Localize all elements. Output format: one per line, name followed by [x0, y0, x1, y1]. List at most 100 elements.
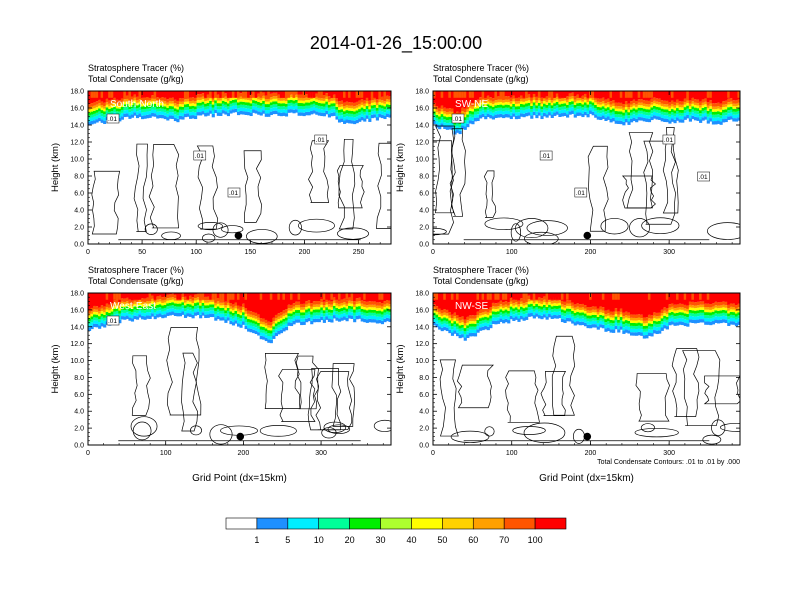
tracer-band — [566, 300, 570, 304]
tracer-band — [191, 311, 195, 315]
tracer-band — [141, 298, 145, 302]
tracer-band — [365, 115, 369, 119]
tracer-band — [481, 317, 485, 321]
tracer-band — [665, 308, 669, 312]
tracer-band — [709, 114, 713, 119]
tracer-band — [123, 104, 127, 108]
tracer-band — [234, 308, 238, 311]
tracer-band — [438, 293, 442, 309]
tracer-streak — [103, 91, 107, 98]
tracer-band — [108, 307, 112, 311]
tracer-band — [373, 96, 377, 100]
tracer-band — [322, 103, 326, 107]
tracer-band — [259, 329, 263, 333]
tracer-band — [596, 112, 600, 117]
tracer-band — [601, 315, 606, 319]
tracer-band — [168, 115, 172, 119]
tracer-band — [701, 293, 705, 302]
tracer-band — [435, 114, 439, 118]
tracer-band — [320, 109, 324, 113]
tracer-band — [378, 302, 382, 306]
tracer-band — [491, 317, 495, 321]
tracer-band — [350, 306, 354, 310]
tracer-band — [88, 315, 92, 319]
tracer-band — [729, 321, 733, 325]
tracer-band — [737, 321, 740, 325]
tracer-band — [337, 104, 342, 108]
tracer-band — [614, 322, 618, 326]
tracer-band — [123, 113, 127, 118]
colorbar-label: 50 — [437, 535, 447, 545]
tracer-band — [606, 293, 611, 310]
condensate-contour-low — [629, 218, 651, 238]
tracer-band — [214, 302, 218, 306]
tracer-band — [383, 112, 387, 116]
tracer-band — [507, 320, 511, 324]
tracer-band — [115, 310, 119, 314]
tracer-band — [118, 308, 122, 311]
tracer-band — [130, 308, 135, 312]
tracer-band — [166, 113, 170, 118]
tracer-band — [737, 117, 740, 121]
panel-title-tracer: Stratosphere Tracer (%) — [433, 63, 529, 73]
tracer-band — [93, 314, 97, 318]
tracer-band — [95, 293, 99, 307]
tracer-band — [532, 97, 536, 100]
tracer-band — [305, 94, 309, 98]
tracer-band — [282, 109, 286, 113]
tracer-band — [277, 103, 281, 107]
tracer-band — [509, 103, 513, 107]
tracer-band — [591, 312, 595, 315]
tracer-band — [128, 115, 132, 119]
tracer-band — [199, 112, 203, 116]
tracer-band — [375, 107, 379, 111]
tracer-streak — [619, 91, 623, 98]
tracer-band — [566, 317, 570, 322]
tracer-band — [540, 309, 544, 313]
tracer-band — [732, 100, 736, 104]
tracer-band — [676, 318, 680, 323]
tracer-band — [583, 111, 588, 116]
tracer-band — [589, 318, 593, 322]
tracer-band — [576, 91, 580, 95]
tracer-band — [550, 114, 554, 118]
condensate-contour-low — [373, 419, 391, 432]
tracer-band — [445, 91, 449, 109]
tracer-band — [504, 99, 508, 103]
tracer-band — [272, 104, 276, 108]
x-tick-label: 200 — [585, 450, 597, 457]
tracer-band — [315, 107, 319, 112]
tracer-band — [606, 107, 611, 111]
tracer-band — [290, 99, 294, 103]
tracer-band — [706, 113, 710, 117]
tracer-band — [563, 103, 567, 107]
tracer-band — [606, 104, 611, 108]
tracer-band — [375, 99, 379, 103]
y-tick-label: 18.0 — [415, 291, 429, 298]
tracer-band — [370, 108, 374, 112]
tracer-band — [433, 120, 437, 125]
tracer-band — [262, 332, 266, 337]
colorbar-label: 40 — [406, 535, 416, 545]
tracer-band — [553, 303, 557, 306]
tracer-band — [719, 118, 723, 122]
tracer-band — [591, 320, 595, 325]
y-tick-label: 14.0 — [415, 324, 429, 331]
tracer-band — [279, 98, 284, 101]
condensate-contour — [551, 335, 576, 416]
tracer-band — [699, 315, 703, 320]
tracer-band — [257, 101, 261, 105]
tracer-band — [135, 298, 140, 302]
tracer-band — [486, 91, 490, 96]
tracer-band — [514, 106, 519, 110]
tracer-band — [696, 108, 700, 112]
tracer-band — [340, 115, 344, 119]
tracer-band — [209, 103, 213, 107]
tracer-band — [704, 321, 708, 325]
tracer-band — [635, 91, 639, 101]
condensate-contour — [166, 327, 202, 416]
tracer-band — [252, 109, 256, 113]
tracer-band — [688, 91, 692, 101]
tracer-band — [332, 109, 337, 113]
tracer-band — [481, 107, 485, 111]
